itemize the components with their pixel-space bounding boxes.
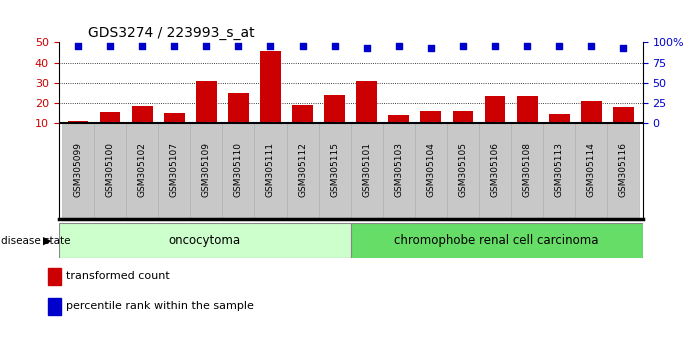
- Text: GSM305109: GSM305109: [202, 142, 211, 197]
- Text: GSM305111: GSM305111: [266, 142, 275, 197]
- Bar: [357, 81, 377, 123]
- Bar: [543, 123, 575, 219]
- Point: [522, 43, 533, 49]
- Bar: [94, 123, 126, 219]
- Point: [137, 43, 148, 49]
- Text: GSM305114: GSM305114: [587, 142, 596, 196]
- Text: GSM305107: GSM305107: [170, 142, 179, 197]
- Bar: [383, 123, 415, 219]
- Bar: [196, 81, 217, 123]
- Bar: [388, 115, 409, 123]
- Bar: [292, 105, 313, 123]
- Text: GSM305106: GSM305106: [491, 142, 500, 197]
- Bar: [319, 123, 350, 219]
- Bar: [190, 123, 223, 219]
- Text: transformed count: transformed count: [66, 272, 170, 281]
- Text: chromophobe renal cell carcinoma: chromophobe renal cell carcinoma: [395, 234, 599, 247]
- Bar: [607, 123, 639, 219]
- Bar: [158, 123, 190, 219]
- Bar: [549, 114, 569, 123]
- Text: GSM305104: GSM305104: [426, 142, 435, 196]
- Point: [361, 45, 372, 50]
- Point: [169, 43, 180, 49]
- Point: [553, 43, 565, 49]
- Bar: [100, 112, 120, 123]
- Bar: [68, 121, 88, 123]
- Point: [618, 45, 629, 50]
- Point: [265, 43, 276, 49]
- Text: GSM305102: GSM305102: [138, 142, 146, 196]
- Text: GSM305112: GSM305112: [298, 142, 307, 196]
- Text: GSM305105: GSM305105: [458, 142, 468, 197]
- Bar: [575, 123, 607, 219]
- Bar: [415, 123, 447, 219]
- Text: disease state: disease state: [1, 236, 70, 246]
- Bar: [447, 123, 479, 219]
- Bar: [164, 113, 184, 123]
- Point: [201, 43, 212, 49]
- Bar: [126, 123, 158, 219]
- Bar: [517, 96, 538, 123]
- Bar: [350, 223, 643, 258]
- Bar: [324, 95, 345, 123]
- Text: ▶: ▶: [43, 236, 51, 246]
- Point: [329, 43, 340, 49]
- Text: GSM305110: GSM305110: [234, 142, 243, 197]
- Point: [426, 45, 437, 50]
- Text: GSM305103: GSM305103: [395, 142, 404, 197]
- Point: [457, 43, 468, 49]
- Bar: [453, 111, 473, 123]
- Bar: [350, 123, 383, 219]
- Bar: [62, 123, 94, 219]
- Text: oncocytoma: oncocytoma: [169, 234, 240, 247]
- Text: GSM305115: GSM305115: [330, 142, 339, 197]
- Point: [233, 43, 244, 49]
- Text: GSM305100: GSM305100: [106, 142, 115, 197]
- Point: [393, 43, 404, 49]
- Bar: [132, 106, 153, 123]
- Bar: [420, 111, 442, 123]
- Bar: [511, 123, 543, 219]
- Text: GSM305116: GSM305116: [619, 142, 628, 197]
- Text: GSM305099: GSM305099: [73, 142, 82, 197]
- Point: [489, 43, 500, 49]
- Bar: [48, 298, 61, 315]
- Text: GSM305108: GSM305108: [522, 142, 531, 197]
- Point: [73, 43, 84, 49]
- Bar: [254, 123, 287, 219]
- Point: [586, 43, 597, 49]
- Bar: [48, 268, 61, 285]
- Point: [104, 43, 115, 49]
- Text: GSM305101: GSM305101: [362, 142, 371, 197]
- Point: [297, 43, 308, 49]
- Bar: [59, 223, 350, 258]
- Bar: [581, 101, 602, 123]
- Bar: [260, 51, 281, 123]
- Bar: [484, 96, 506, 123]
- Text: percentile rank within the sample: percentile rank within the sample: [66, 302, 254, 312]
- Bar: [613, 107, 634, 123]
- Bar: [228, 93, 249, 123]
- Text: GDS3274 / 223993_s_at: GDS3274 / 223993_s_at: [88, 26, 254, 40]
- Text: GSM305113: GSM305113: [555, 142, 564, 197]
- Bar: [479, 123, 511, 219]
- Bar: [287, 123, 319, 219]
- Bar: [223, 123, 254, 219]
